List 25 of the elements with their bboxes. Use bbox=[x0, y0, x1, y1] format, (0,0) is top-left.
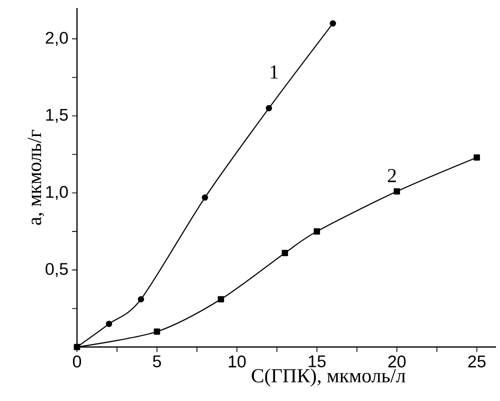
x-tick-label: 25 bbox=[468, 356, 486, 368]
y-tick-label: 1,0 bbox=[46, 186, 68, 200]
point bbox=[202, 194, 208, 201]
y-tick-label: 0,5 bbox=[46, 262, 68, 277]
point bbox=[266, 105, 272, 112]
point bbox=[330, 20, 336, 27]
x-tick-label: 20 bbox=[388, 356, 406, 368]
point bbox=[394, 188, 400, 195]
x-tick-label: 10 bbox=[228, 356, 246, 368]
x-tick-label: 0 bbox=[72, 356, 82, 368]
point bbox=[474, 154, 480, 161]
point bbox=[282, 250, 288, 256]
series-label: 2 bbox=[388, 168, 396, 182]
y-tick-label: 2,0 bbox=[46, 32, 68, 46]
y-tick-label: 1,5 bbox=[46, 108, 68, 123]
series-label: 1 bbox=[270, 65, 278, 79]
point bbox=[106, 320, 112, 328]
point bbox=[314, 228, 320, 235]
point bbox=[154, 328, 160, 335]
y-axis-title: a, мкмоль/г bbox=[28, 130, 44, 225]
point bbox=[218, 296, 224, 302]
point bbox=[138, 296, 144, 302]
x-tick-label: 5 bbox=[152, 356, 161, 368]
x-tick-label: 15 bbox=[308, 356, 326, 368]
x-axis-title: C(ГПК), мкмоль/л bbox=[252, 368, 406, 387]
